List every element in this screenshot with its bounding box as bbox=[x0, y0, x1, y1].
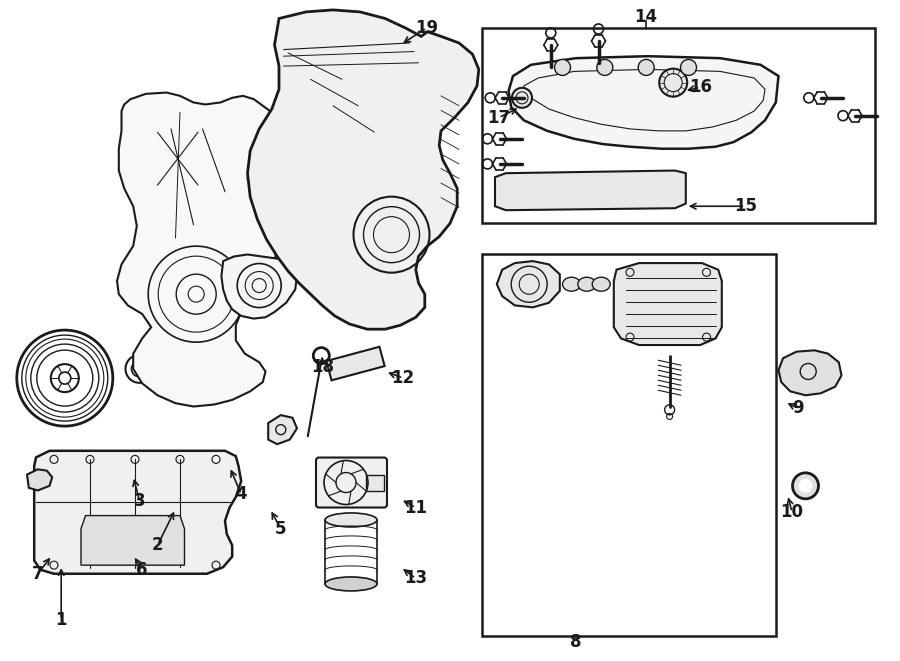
Bar bbox=[634, 180, 641, 190]
Text: 3: 3 bbox=[134, 492, 145, 510]
Polygon shape bbox=[614, 263, 722, 345]
Ellipse shape bbox=[325, 513, 377, 527]
FancyBboxPatch shape bbox=[316, 457, 387, 508]
Bar bbox=[535, 180, 542, 190]
Text: 7: 7 bbox=[32, 564, 43, 583]
Text: 15: 15 bbox=[734, 197, 757, 215]
Polygon shape bbox=[34, 451, 241, 574]
Text: 8: 8 bbox=[571, 633, 581, 652]
Bar bbox=[366, 475, 384, 490]
Circle shape bbox=[638, 59, 654, 75]
Bar bbox=[583, 180, 590, 190]
Text: 12: 12 bbox=[392, 369, 415, 387]
Text: 6: 6 bbox=[137, 561, 148, 579]
Text: 5: 5 bbox=[275, 520, 286, 538]
Text: 18: 18 bbox=[310, 358, 334, 376]
Polygon shape bbox=[327, 347, 384, 380]
Polygon shape bbox=[117, 93, 277, 407]
Bar bbox=[783, 362, 798, 370]
Polygon shape bbox=[268, 415, 297, 444]
Polygon shape bbox=[81, 516, 184, 565]
Bar bbox=[509, 180, 517, 190]
Circle shape bbox=[554, 59, 571, 75]
Text: 19: 19 bbox=[415, 19, 438, 37]
Bar bbox=[482, 28, 875, 223]
Text: 1: 1 bbox=[56, 611, 67, 629]
Circle shape bbox=[680, 59, 697, 75]
Text: 2: 2 bbox=[152, 536, 163, 555]
Polygon shape bbox=[495, 171, 686, 210]
Text: 11: 11 bbox=[404, 498, 428, 517]
Polygon shape bbox=[778, 350, 842, 395]
Ellipse shape bbox=[325, 577, 377, 591]
Bar bbox=[559, 180, 566, 190]
Bar bbox=[658, 180, 665, 190]
Ellipse shape bbox=[592, 277, 610, 292]
Circle shape bbox=[597, 59, 613, 75]
Text: 4: 4 bbox=[236, 485, 247, 504]
Circle shape bbox=[793, 473, 818, 499]
Circle shape bbox=[659, 69, 688, 97]
Polygon shape bbox=[497, 261, 560, 307]
Polygon shape bbox=[27, 469, 52, 490]
Polygon shape bbox=[221, 254, 297, 319]
Text: 13: 13 bbox=[404, 569, 428, 588]
Circle shape bbox=[798, 479, 813, 493]
Bar bbox=[608, 180, 616, 190]
Text: 14: 14 bbox=[634, 7, 658, 26]
Ellipse shape bbox=[562, 277, 580, 292]
Text: 10: 10 bbox=[780, 503, 804, 522]
Polygon shape bbox=[248, 10, 479, 329]
Circle shape bbox=[512, 88, 532, 108]
Text: 9: 9 bbox=[793, 399, 804, 418]
Ellipse shape bbox=[578, 277, 596, 292]
Text: 17: 17 bbox=[487, 108, 510, 127]
Polygon shape bbox=[508, 56, 778, 149]
Text: 16: 16 bbox=[688, 78, 712, 97]
Bar bbox=[482, 254, 776, 636]
